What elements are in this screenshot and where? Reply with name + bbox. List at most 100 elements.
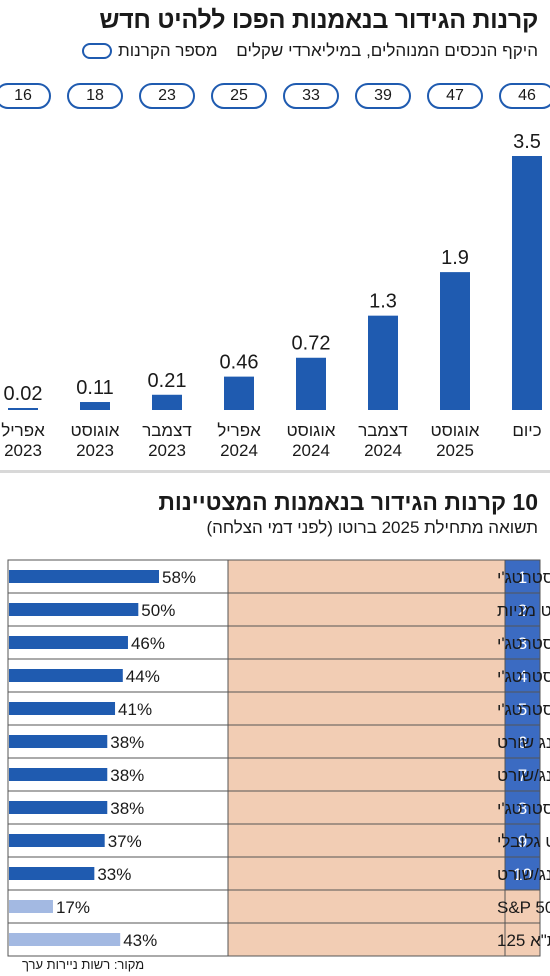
bar-value-label: 3.5 [513,131,541,153]
fund-name: ת"א 125 [497,931,550,950]
return-bar [9,669,123,682]
x-tick-label: אוגוסט [287,421,336,440]
bar-value-label: 0.11 [76,377,113,399]
x-tick-year: 2023 [4,441,42,460]
chart-title: קרנות הגידור בנאמנות הפכו ללהיט חדש [99,6,538,34]
fund-name: ילין לפידות מולטי סטרטג'י [497,634,550,653]
fund-count-pill: 25 [211,83,267,109]
bar-0 [512,156,542,410]
fund-name-cell [227,592,506,627]
fund-name: אי.בי.אי. מניות ישראל מולטי סטרטג'י [497,700,550,719]
fund-name-cell [227,757,506,792]
rank-number: 9 [518,832,527,851]
rank-cell [504,559,541,594]
rank-cell [504,724,541,759]
x-tick-year: 2025 [436,441,474,460]
x-tick-year: 2023 [76,441,114,460]
return-label: 38% [110,799,144,818]
fund-count-pill: 18 [67,83,123,109]
fund-name-cell [227,559,506,594]
legend-label: מספר הקרנות [118,41,218,60]
return-label: 46% [131,634,165,653]
return-label: 33% [97,865,131,884]
return-bar [9,768,108,781]
fund-name: פורצ'ן מולטי סטרטג'י [497,799,550,818]
return-bar [9,933,121,946]
rank-number: 8 [518,799,527,818]
legend: מספר הקרנות [82,41,218,61]
fund-name-cell [227,790,506,825]
rank-cell [504,922,541,957]
fund-name-cell [227,724,506,759]
section-divider [0,470,550,473]
x-tick-label: אוגוסט [431,421,480,440]
fund-name-cell [227,823,506,858]
bar-7 [8,408,38,410]
return-bar [9,735,108,748]
x-tick-label: דצמבר [142,421,192,440]
rank-number: 3 [518,634,527,653]
top-funds-subtitle: תשואה מתחילת 2025 ברוטו (לפני דמי הצלחה) [206,518,538,537]
assets-bar-chart: 3.5כיום1.9אוגוסט20251.3דצמבר20240.72אוגו… [1,131,542,460]
return-label: 43% [123,931,157,950]
return-bar [9,801,108,814]
bar-5 [152,394,182,410]
return-bar [9,834,105,847]
fund-name-cell [227,691,506,726]
bar-value-label: 1.9 [441,247,469,269]
bar-value-label: 0.21 [148,370,187,392]
bar-3 [296,357,326,410]
x-tick-label: אפריל [1,421,45,440]
rank-cell [504,823,541,858]
fund-name-cell [227,922,506,957]
fund-name-cell [227,889,506,924]
rank-number: 6 [518,733,527,752]
fund-count-pill: 46 [499,83,550,109]
x-tick-label: כיום [512,421,541,440]
return-bar [9,603,139,616]
rank-cell [504,691,541,726]
fund-name-cell [227,625,506,660]
fund-name: קבין מולטי סטרטג'י [497,667,550,686]
bar-value-label: 0.02 [4,383,43,405]
return-bar [9,702,116,715]
fund-count-pill: 33 [283,83,339,109]
fund-name: פסטרנק שהם לונג/שורט [497,865,550,884]
rank-cell [504,790,541,825]
bar-value-label: 1.3 [369,291,397,313]
rank-number: 7 [518,766,527,785]
x-tick-label: אפריל [217,421,261,440]
bar-2 [368,315,398,410]
fund-name: מגדל מניות לונג שורט [497,733,550,752]
fund-count-pill: 47 [427,83,483,109]
fund-count-pill: 23 [139,83,195,109]
fund-name: מיטב לונג שורט מניות [497,601,550,620]
fund-name-cell [227,856,506,891]
return-bar [9,570,159,583]
fund-count-pill: 39 [355,83,411,109]
bar-value-label: 0.72 [292,333,331,355]
rank-number: 2 [518,601,527,620]
return-bar [9,867,95,880]
rank-cell [504,856,541,891]
rank-cell [504,592,541,627]
return-label: 38% [110,733,144,752]
fund-name: איילון זבולון לונג שורט גלובלי [497,832,550,851]
return-label: 50% [141,601,175,620]
return-label: 37% [108,832,142,851]
rank-number: 5 [518,700,527,719]
bar-value-label: 0.46 [220,352,259,374]
rank-number: 10 [513,865,532,884]
bar-4 [224,376,254,410]
chart-subtitle: היקף הנכסים המנוהלים, במיליארדי שקלים [236,41,538,60]
x-tick-year: 2024 [364,441,402,460]
fund-name: S&P 500 [497,898,550,917]
fund-name: פוקוס לונג/שורט [497,766,550,785]
fund-name: הראל מולטי סטרטג'י [497,568,550,587]
x-tick-label: דצמבר [358,421,408,440]
return-bar [9,900,53,913]
x-tick-year: 2024 [292,441,330,460]
legend-pill-icon [82,43,112,59]
rank-cell [504,625,541,660]
